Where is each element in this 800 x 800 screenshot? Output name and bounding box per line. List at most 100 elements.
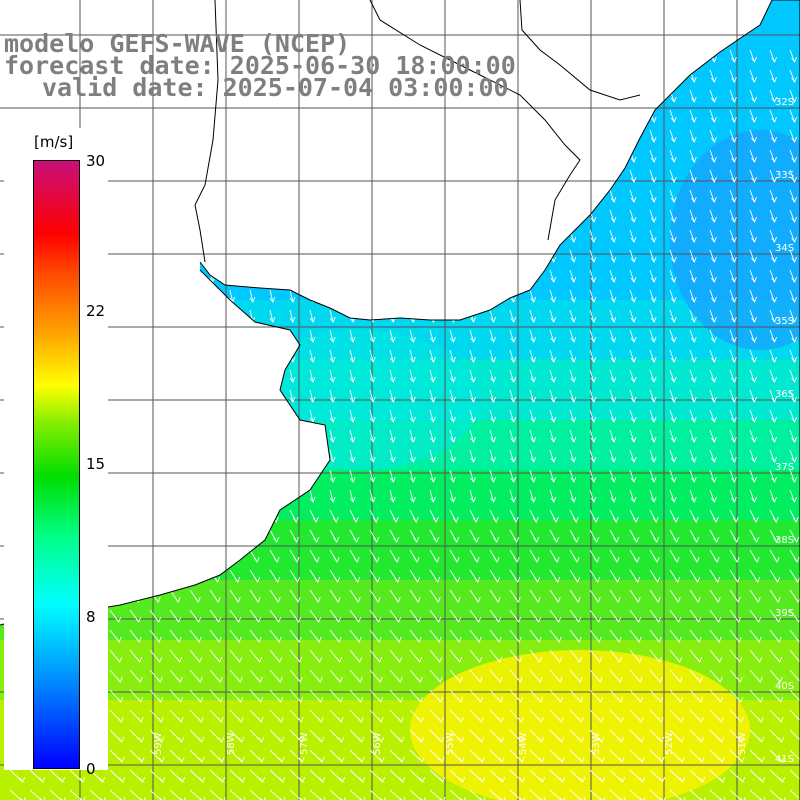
wind-arrow-head xyxy=(550,376,557,383)
wind-arrow-head xyxy=(434,576,441,583)
wind-arrow xyxy=(529,309,535,323)
wind-arrow-head xyxy=(256,656,263,663)
wind-arrow-head xyxy=(771,476,777,483)
wind-arrow-head xyxy=(79,796,86,800)
wind-arrow-head xyxy=(731,256,737,263)
wind-arrow xyxy=(529,389,535,403)
wind-arrow-head xyxy=(751,76,757,83)
wind-arrow xyxy=(189,149,194,163)
wind-arrow xyxy=(789,449,796,463)
wind-arrow-head xyxy=(554,596,561,603)
wind-arrow xyxy=(469,769,484,783)
wind-arrow-head xyxy=(329,456,336,463)
wind-arrow xyxy=(449,169,454,183)
wind-arrow-head xyxy=(430,396,436,403)
wind-arrow xyxy=(189,429,194,443)
wind-arrow-head xyxy=(650,196,657,203)
wind-arrow-head xyxy=(257,716,264,723)
wind-arrow-head xyxy=(329,296,336,303)
wind-arrow xyxy=(129,789,144,800)
wind-arrow xyxy=(529,89,535,103)
wind-arrow xyxy=(269,489,274,503)
wind-arrow-head xyxy=(118,756,125,763)
wind-arrow-head xyxy=(754,596,761,603)
wind-arrow xyxy=(249,229,254,243)
wind-arrow-head xyxy=(650,436,657,443)
wind-arrow-head xyxy=(776,656,783,663)
wind-arrow-head xyxy=(189,296,196,303)
wind-arrow-head xyxy=(439,796,446,800)
wind-arrow xyxy=(609,309,615,323)
wind-arrow-head xyxy=(791,376,798,383)
wind-arrow-head xyxy=(249,336,256,343)
wind-arrow-head xyxy=(410,476,416,483)
wind-arrow-head xyxy=(731,276,737,283)
wind-arrow-head xyxy=(470,436,476,443)
wind-arrow xyxy=(109,789,124,800)
wind-arrow xyxy=(589,469,595,483)
wind-arrow xyxy=(449,129,454,143)
wind-arrow-head xyxy=(379,776,386,783)
wind-arrow-head xyxy=(535,616,542,623)
wind-arrow-head xyxy=(209,236,216,243)
wind-arrow xyxy=(309,409,314,423)
wind-arrow-head xyxy=(229,436,236,443)
wind-arrow xyxy=(569,309,575,323)
wind-arrow xyxy=(549,449,555,463)
wind-arrow-head xyxy=(617,716,624,723)
wind-arrow xyxy=(509,389,515,403)
wind-arrow xyxy=(89,789,104,800)
wind-arrow-head xyxy=(289,256,296,263)
wind-arrow xyxy=(689,309,695,323)
wind-arrow-head xyxy=(294,596,301,603)
wind-arrow-head xyxy=(430,376,436,383)
wind-arrow-head xyxy=(690,276,697,283)
wind-arrow xyxy=(489,389,495,403)
wind-arrow-head xyxy=(299,776,306,783)
wind-arrow xyxy=(189,569,199,583)
wind-arrow-head xyxy=(510,496,517,503)
wind-arrow-head xyxy=(258,736,265,743)
wind-arrow-head xyxy=(395,636,402,643)
wind-arrow-head xyxy=(229,116,236,123)
wind-arrow xyxy=(609,469,615,483)
wind-arrow-head xyxy=(109,416,115,423)
wind-arrow-head xyxy=(219,776,226,783)
wind-arrow-head xyxy=(214,576,221,583)
wind-arrow-head xyxy=(771,116,777,123)
wind-arrow-head xyxy=(791,236,798,243)
wind-arrow-head xyxy=(389,456,396,463)
wind-arrow xyxy=(189,489,194,503)
wind-arrow-head xyxy=(614,576,621,583)
wind-arrow xyxy=(149,289,153,303)
wind-arrow-head xyxy=(410,336,416,343)
wind-arrow-head xyxy=(579,776,586,783)
wind-arrow xyxy=(549,169,555,183)
wind-arrow-head xyxy=(173,536,180,543)
wind-arrow-head xyxy=(269,456,276,463)
wind-arrow-head xyxy=(372,516,379,523)
wind-arrow xyxy=(109,209,113,223)
wind-arrow xyxy=(189,769,204,783)
wind-arrow-head xyxy=(670,336,677,343)
wind-arrow xyxy=(589,449,595,463)
wind-arrow-head xyxy=(213,536,220,543)
wind-arrow-head xyxy=(570,116,577,123)
wind-arrow-head xyxy=(470,496,476,503)
wind-arrow-head xyxy=(771,276,777,283)
wind-arrow xyxy=(669,129,675,143)
wind-arrow xyxy=(469,449,474,463)
wind-arrow xyxy=(329,249,334,263)
wind-arrow-head xyxy=(597,716,604,723)
wind-arrow xyxy=(209,549,218,563)
wind-arrow-head xyxy=(476,656,483,663)
wind-arrow xyxy=(249,509,257,523)
wind-arrow-head xyxy=(534,596,541,603)
wind-arrow-head xyxy=(777,716,784,723)
wind-arrow xyxy=(149,209,153,223)
wind-arrow xyxy=(569,129,575,143)
wind-arrow xyxy=(769,429,775,443)
wind-arrow-head xyxy=(751,376,757,383)
wind-arrow-head xyxy=(670,396,677,403)
wind-arrow-head xyxy=(450,216,456,223)
